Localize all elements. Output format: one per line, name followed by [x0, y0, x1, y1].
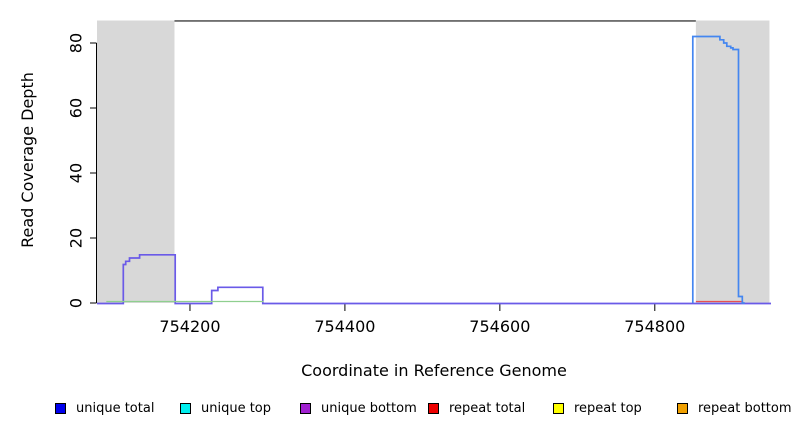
y-tick-label: 20	[67, 228, 86, 248]
x-axis-label: Coordinate in Reference Genome	[301, 361, 567, 380]
x-tick-label: 754400	[314, 317, 375, 336]
x-tick-label: 754600	[469, 317, 530, 336]
series-unique-total-coverage-blue-step-line-	[691, 35, 745, 304]
y-tick-label: 80	[67, 33, 86, 53]
shaded-region-left	[97, 20, 175, 303]
y-tick-label: 0	[67, 298, 86, 308]
x-tick-label: 754800	[624, 317, 685, 336]
y-axis-label: Read Coverage Depth	[18, 72, 37, 248]
y-tick-label: 60	[67, 98, 86, 118]
x-tick-label: 754200	[159, 317, 220, 336]
y-tick-label: 40	[67, 163, 86, 183]
shaded-region-right	[695, 20, 770, 303]
series-unique-bottom-coverage-purple-step-line-	[97, 253, 771, 305]
